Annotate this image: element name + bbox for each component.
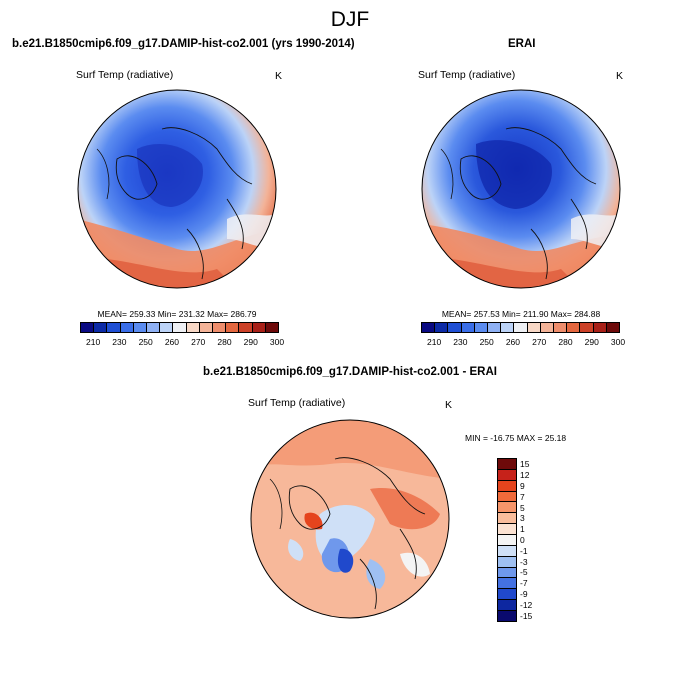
colorbar-swatch	[498, 524, 516, 536]
panel-1-colorbar	[80, 322, 279, 333]
colorbar-swatch	[147, 323, 161, 332]
colorbar-swatch	[461, 323, 475, 332]
panel-3-title: b.e21.B1850cmip6.f09_g17.DAMIP-hist-co2.…	[202, 366, 497, 378]
colorbar-swatch	[133, 323, 148, 332]
colorbar-swatch	[488, 323, 502, 332]
colorbar-swatch	[498, 556, 516, 568]
colorbar-tick-label: 210	[86, 337, 101, 347]
colorbar-tick-label: -9	[520, 589, 528, 599]
colorbar-swatch	[498, 459, 516, 470]
colorbar-swatch	[498, 600, 516, 612]
colorbar-swatch	[498, 578, 516, 590]
colorbar-swatch	[252, 323, 266, 332]
colorbar-swatch	[474, 323, 489, 332]
colorbar-tick-label: 1	[520, 524, 525, 535]
colorbar-swatch	[199, 323, 214, 332]
colorbar-swatch	[498, 567, 516, 579]
colorbar-swatch	[81, 323, 95, 332]
colorbar-swatch	[213, 323, 227, 332]
panel-3-stats: MIN = -16.75 MAX = 25.18	[465, 433, 567, 443]
colorbar-swatch	[448, 323, 462, 332]
main-title: DJF	[330, 8, 370, 31]
panel-1-colorbar-ticks: 210 230 250 260 270 280 290 300	[80, 337, 284, 349]
colorbar-tick-label: 15	[520, 459, 530, 470]
colorbar-swatch	[120, 323, 134, 332]
colorbar-tick-label: -3	[520, 556, 528, 567]
colorbar-swatch	[593, 323, 607, 332]
colorbar-swatch	[239, 323, 253, 332]
colorbar-swatch	[498, 611, 516, 621]
panel-1-title: b.e21.B1850cmip6.f09_g17.DAMIP-hist-co2.…	[12, 38, 355, 50]
colorbar-swatch	[422, 323, 436, 332]
colorbar-swatch	[501, 323, 515, 332]
colorbar-tick-label: 210	[427, 337, 442, 347]
colorbar-swatch	[498, 535, 516, 546]
panel-3-unit-label: K	[445, 399, 453, 411]
colorbar-tick-label: 290	[584, 337, 599, 347]
panel-2-colorbar	[421, 322, 620, 333]
panel-2-title: ERAI	[508, 38, 536, 50]
colorbar-swatch	[540, 323, 555, 332]
colorbar-tick-label: 230	[112, 337, 127, 347]
colorbar-swatch	[498, 589, 516, 601]
colorbar-swatch	[186, 323, 200, 332]
panel-2-variable-label: Surf Temp (radiative)	[418, 69, 516, 81]
panel-1-polar-map	[77, 89, 277, 289]
panel-1-variable-label: Surf Temp (radiative)	[76, 69, 174, 81]
panel-1-unit-label: K	[275, 70, 283, 82]
colorbar-tick-label: 300	[269, 337, 285, 347]
colorbar-swatch	[498, 480, 516, 492]
colorbar-tick-label: 230	[453, 337, 468, 347]
colorbar-swatch	[554, 323, 568, 332]
panel-1-stats: MEAN= 259.33 Min= 231.32 Max= 286.79	[97, 309, 257, 319]
panel-2-stats: MEAN= 257.53 Min= 211.90 Max= 284.88	[441, 309, 601, 319]
colorbar-swatch	[580, 323, 594, 332]
colorbar-swatch	[527, 323, 541, 332]
colorbar-tick-label: 280	[558, 337, 573, 347]
panel-3-difference-map	[250, 419, 450, 619]
colorbar-tick-label: -15	[520, 610, 533, 621]
colorbar-swatch	[498, 469, 516, 481]
colorbar-swatch	[226, 323, 240, 332]
colorbar-swatch	[498, 513, 516, 525]
panel-2-polar-map	[421, 89, 621, 289]
panel-2-unit-label: K	[616, 70, 624, 82]
panel-3-variable-label: Surf Temp (radiative)	[248, 397, 346, 409]
colorbar-tick-label: 280	[217, 337, 232, 347]
colorbar-swatch	[160, 323, 174, 332]
colorbar-swatch	[498, 491, 516, 503]
colorbar-swatch	[435, 323, 449, 332]
colorbar-swatch	[498, 502, 516, 514]
colorbar-tick-label: 250	[138, 337, 153, 347]
colorbar-tick-label: 250	[479, 337, 494, 347]
colorbar-tick-label: 3	[520, 513, 525, 524]
colorbar-tick-label: 290	[243, 337, 258, 347]
colorbar-swatch	[606, 323, 620, 332]
colorbar-swatch	[514, 323, 528, 332]
colorbar-tick-label: 5	[520, 502, 525, 513]
colorbar-tick-label: 260	[164, 337, 180, 347]
colorbar-tick-label: 12	[520, 470, 530, 481]
colorbar-tick-label: 300	[610, 337, 626, 347]
colorbar-swatch	[173, 323, 187, 332]
colorbar-tick-label: 9	[520, 481, 525, 491]
colorbar-swatch	[498, 545, 516, 557]
colorbar-tick-label: 0	[520, 535, 525, 545]
colorbar-tick-label: -5	[520, 567, 528, 578]
colorbar-tick-label: -12	[520, 599, 533, 610]
colorbar-tick-label: 270	[191, 337, 206, 347]
colorbar-tick-label: -7	[520, 578, 528, 589]
colorbar-tick-label: -1	[520, 545, 528, 556]
colorbar-swatch	[107, 323, 121, 332]
colorbar-tick-label: 7	[520, 491, 525, 502]
colorbar-swatch	[265, 323, 279, 332]
colorbar-tick-label: 260	[505, 337, 521, 347]
colorbar-swatch	[94, 323, 108, 332]
panel-2-colorbar-ticks: 210 230 250 260 270 280 290 300	[421, 337, 625, 349]
colorbar-swatch	[567, 323, 581, 332]
colorbar-tick-label: 270	[532, 337, 547, 347]
panel-3-colorbar	[497, 458, 517, 622]
